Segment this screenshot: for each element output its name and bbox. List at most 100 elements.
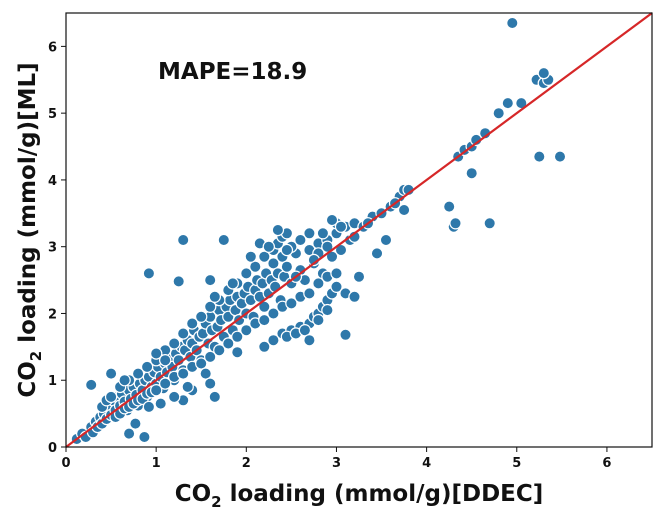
y-tick-label: 3 — [48, 241, 57, 256]
data-point — [334, 220, 348, 233]
data-point — [303, 334, 316, 347]
data-point — [158, 354, 172, 367]
data-point — [231, 330, 244, 343]
data-point — [267, 334, 280, 347]
data-point — [208, 390, 221, 404]
data-point — [176, 327, 190, 340]
data-point — [176, 233, 190, 247]
data-point — [339, 328, 352, 341]
data-point — [172, 275, 185, 288]
data-point — [501, 96, 514, 110]
data-point — [104, 390, 118, 404]
data-point — [118, 374, 131, 387]
y-tick-label: 4 — [48, 174, 57, 189]
data-point — [379, 233, 393, 247]
data-point — [303, 287, 316, 300]
points-layer — [70, 16, 567, 446]
x-tick-label: 2 — [242, 456, 251, 471]
data-point — [312, 277, 325, 290]
data-point — [321, 303, 334, 317]
data-point — [131, 367, 145, 380]
data-point — [271, 223, 285, 237]
data-point — [181, 380, 194, 394]
data-point — [203, 273, 217, 287]
data-point — [312, 313, 325, 327]
data-point — [138, 430, 151, 444]
data-point — [316, 227, 330, 240]
data-point — [330, 267, 343, 280]
data-point — [553, 150, 567, 163]
data-point — [142, 400, 156, 414]
data-point — [185, 317, 199, 330]
reference-line — [65, 12, 653, 448]
data-point — [167, 390, 181, 404]
data-point — [194, 357, 208, 370]
y-tick-label: 1 — [48, 374, 57, 389]
data-point — [199, 367, 212, 380]
data-point — [267, 257, 280, 270]
y-axis-ticks: 0 1 2 3 4 5 6 — [48, 40, 66, 456]
data-point — [140, 360, 154, 374]
data-point — [348, 290, 361, 303]
data-point — [325, 213, 339, 227]
y-tick-label: 0 — [48, 441, 57, 456]
data-point — [167, 337, 181, 350]
data-point — [122, 427, 136, 440]
data-point — [222, 337, 235, 350]
data-point — [280, 260, 294, 273]
data-point — [194, 310, 208, 323]
data-point — [298, 324, 312, 337]
data-point — [258, 340, 271, 353]
data-point — [533, 150, 546, 163]
data-point — [465, 166, 478, 180]
data-point — [208, 290, 221, 303]
x-axis-ticks: 0 1 2 3 4 5 6 — [61, 447, 611, 471]
data-point — [226, 277, 239, 290]
data-point — [213, 344, 226, 357]
data-point — [492, 106, 505, 120]
data-point — [176, 367, 190, 380]
data-point — [129, 417, 142, 430]
data-point — [267, 307, 280, 320]
data-point — [285, 297, 298, 310]
data-point — [149, 384, 163, 397]
y-tick-label: 2 — [48, 307, 57, 322]
data-point — [231, 346, 244, 359]
data-point — [397, 203, 411, 217]
data-point — [217, 233, 230, 247]
data-point — [483, 217, 496, 230]
data-point — [303, 227, 316, 240]
data-point — [154, 397, 167, 410]
x-tick-label: 6 — [602, 456, 611, 471]
y-tick-label: 6 — [48, 40, 57, 55]
data-point — [330, 280, 343, 293]
data-point — [443, 200, 456, 213]
x-tick-label: 5 — [512, 456, 521, 471]
mape-annotation: MAPE=18.9 — [158, 59, 307, 85]
data-point — [149, 347, 163, 360]
data-point — [244, 250, 257, 263]
data-point — [352, 270, 366, 283]
data-point — [240, 324, 253, 337]
data-point — [158, 377, 172, 390]
plot-frame — [65, 12, 653, 448]
data-point — [203, 377, 217, 390]
data-point — [84, 378, 98, 392]
y-axis-title: CO2 loading (mmol/g)[ML] — [15, 62, 45, 397]
data-point — [142, 267, 156, 280]
data-point — [258, 250, 271, 263]
x-tick-label: 4 — [422, 456, 431, 471]
data-point — [294, 233, 307, 247]
data-point — [203, 300, 217, 313]
data-point — [506, 16, 519, 30]
data-point — [203, 350, 217, 364]
data-point — [280, 243, 294, 257]
data-point — [104, 367, 118, 380]
data-point — [537, 66, 551, 80]
data-point — [240, 267, 253, 280]
data-point — [262, 240, 275, 253]
x-axis-title: CO2 loading (mmol/g)[DDEC] — [175, 481, 544, 511]
y-tick-label: 5 — [48, 107, 57, 122]
data-point — [449, 217, 462, 230]
x-tick-label: 3 — [332, 456, 341, 471]
